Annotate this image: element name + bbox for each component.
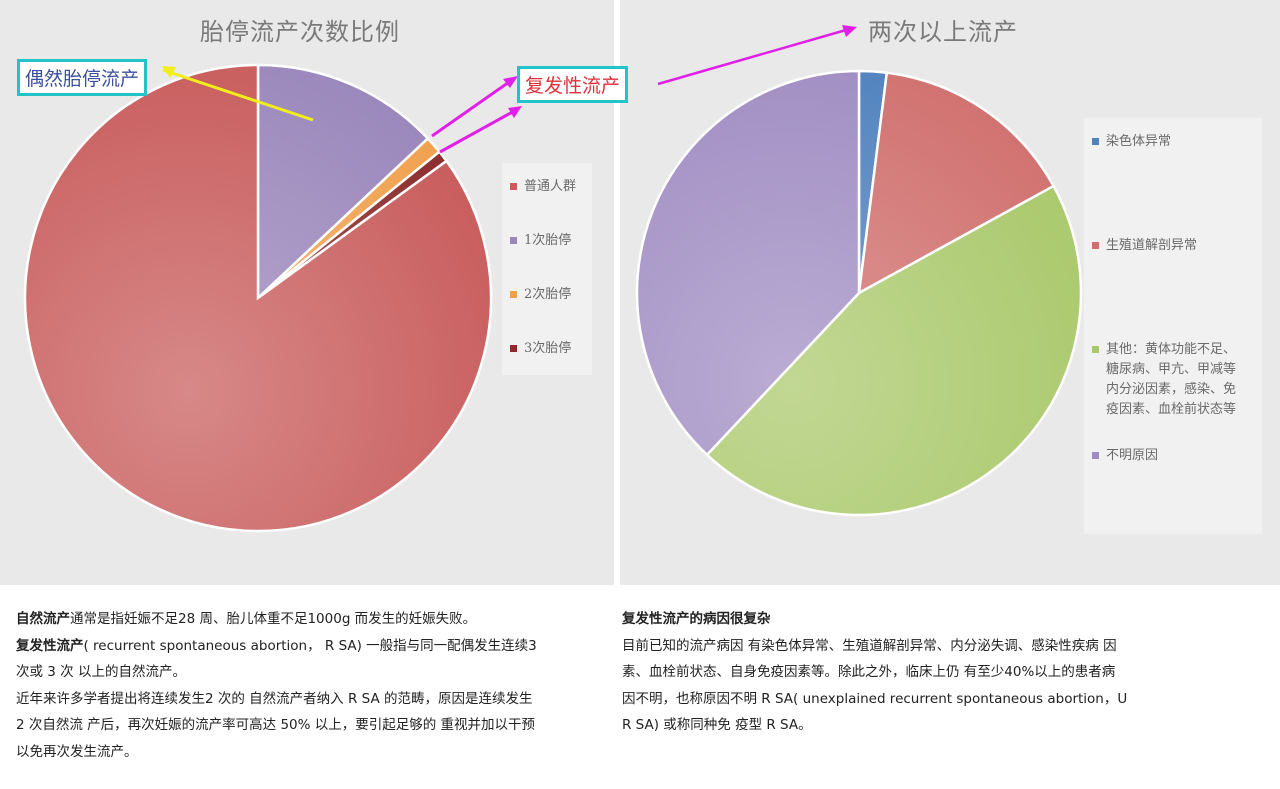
cause-heading-text: 复发性流产的病因很复杂	[622, 611, 771, 627]
legend-item-1-loss: 1次胎停	[510, 231, 571, 251]
definition-text: ( recurrent spontaneous abortion， R SA) …	[83, 637, 537, 654]
legend-swatch	[510, 183, 517, 190]
left-chart-legend: 普通人群 1次胎停 2次胎停 3次胎停	[502, 163, 592, 375]
annotation-arrows	[162, 25, 857, 154]
legend-line: 疫因素、血栓前状态等	[1106, 402, 1237, 417]
arrow-magenta-2	[439, 108, 517, 154]
legend-line: 内分泌因素，感染、免	[1106, 382, 1237, 397]
legend-item-2-loss: 2次胎停	[510, 285, 571, 305]
right-chart-title: 两次以上流产	[868, 18, 1018, 46]
legend-swatch	[510, 291, 517, 298]
legend-swatch	[1092, 242, 1099, 249]
legend-swatch	[1092, 138, 1099, 145]
legend-item-unknown: 不明原因	[1092, 446, 1158, 466]
legend-swatch	[1092, 452, 1099, 459]
definition-text-left: 自然流产通常是指妊娠不足28 周、胎儿体重不足1000g 而发生的妊娠失败。 复…	[16, 606, 606, 765]
legend-label: 普通人群	[524, 179, 577, 194]
legend-label: 1次胎停	[524, 233, 572, 248]
legend-item-general: 普通人群	[510, 177, 576, 197]
term-natural-abortion: 自然流产	[16, 611, 70, 627]
paragraph-line: 因不明，也称原因不明 R SA( unexplained recurrent s…	[622, 690, 1128, 707]
legend-item-3-loss: 3次胎停	[510, 339, 571, 359]
legend-label: 生殖道解剖异常	[1106, 238, 1198, 253]
right-pie	[635, 69, 1083, 517]
term-recurrent-abortion: 复发性流产	[16, 637, 84, 654]
left-pie	[23, 63, 493, 533]
legend-item-chromosome: 染色体异常	[1092, 132, 1171, 152]
arrowhead-yellow	[162, 66, 176, 78]
right-chart-legend: 染色体异常 生殖道解剖异常 其他：黄体功能不足、 糖尿病、甲亢、甲减等 内分泌因…	[1084, 118, 1262, 534]
legend-item-other: 其他：黄体功能不足、 糖尿病、甲亢、甲减等 内分泌因素，感染、免 疫因素、血栓前…	[1092, 340, 1236, 420]
arrow-magenta-1	[431, 78, 513, 138]
definition-line: 自然流产通常是指妊娠不足28 周、胎儿体重不足1000g 而发生的妊娠失败。	[16, 606, 606, 633]
definition-line: 次或 3 次 以上的自然流产。	[16, 664, 186, 680]
legend-label: 不明原因	[1106, 448, 1159, 463]
legend-swatch	[1092, 346, 1099, 353]
legend-item-anatomy: 生殖道解剖异常	[1092, 236, 1197, 256]
arrow-magenta-3	[657, 28, 847, 86]
legend-line: 糖尿病、甲亢、甲减等	[1106, 362, 1237, 377]
legend-label: 2次胎停	[524, 287, 572, 302]
arrowhead-magenta-2	[508, 106, 522, 118]
left-chart-title: 胎停流产次数比例	[200, 18, 400, 46]
legend-label-multiline: 其他：黄体功能不足、 糖尿病、甲亢、甲减等 内分泌因素，感染、免 疫因素、血栓前…	[1106, 340, 1236, 420]
paragraph-line: 素、血栓前状态、自身免疫因素等。除此之外，临床上仍 有至少40%以上的患者病	[622, 664, 1116, 680]
legend-swatch	[510, 237, 517, 244]
legend-swatch	[510, 345, 517, 352]
definition-line: 复发性流产( recurrent spontaneous abortion， R…	[16, 633, 606, 660]
legend-label: 染色体异常	[1106, 134, 1172, 149]
cause-heading: 复发性流产的病因很复杂	[622, 606, 1272, 633]
arrowhead-magenta-1	[503, 76, 518, 88]
arrow-yellow-sporadic	[162, 68, 314, 122]
paragraph-line: R SA) 或称同种免 疫型 R SA。	[622, 717, 812, 733]
paragraph-line: 近年来许多学者提出将连续发生2 次的 自然流产者纳入 R SA 的范畴，原因是连…	[16, 690, 533, 707]
paragraph-line: 2 次自然流 产后，再次妊娠的流产率可高达 50% 以上，要引起足够的 重视并加…	[16, 717, 536, 733]
cause-text-right: 复发性流产的病因很复杂 目前已知的流产病因 有染色体异常、生殖道解剖异常、内分泌…	[622, 606, 1272, 739]
paragraph-line: 以免再次发生流产。	[16, 743, 138, 760]
paragraph-line: 目前已知的流产病因 有染色体异常、生殖道解剖异常、内分泌失调、感染性疾病 因	[622, 637, 1117, 654]
arrowhead-magenta-3	[842, 25, 857, 37]
legend-label: 3次胎停	[524, 341, 572, 356]
callout-recurrent-loss: 复发性流产	[517, 66, 629, 103]
callout-sporadic-loss: 偶然胎停流产	[17, 59, 148, 96]
definition-text: 通常是指妊娠不足28 周、胎儿体重不足1000g 而发生的妊娠失败。	[70, 611, 477, 627]
legend-line: 其他：黄体功能不足、	[1106, 342, 1237, 357]
